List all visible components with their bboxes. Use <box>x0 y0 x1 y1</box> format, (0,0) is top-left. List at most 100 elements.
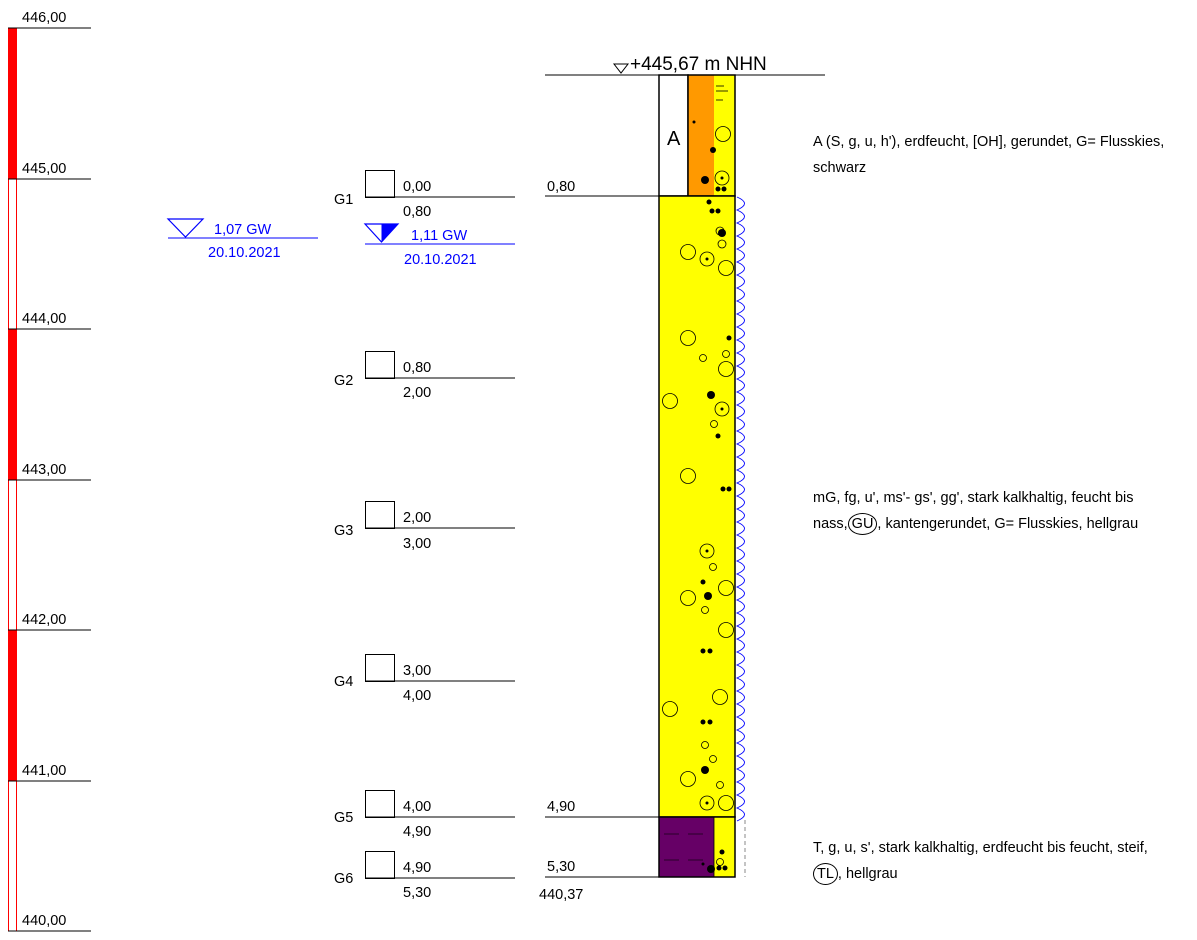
fine-gravel-dot <box>726 486 732 492</box>
coarse-gravel-symbol <box>712 689 728 705</box>
groundwater-marker-right: 1,11 GW 20.10.2021 <box>363 223 515 268</box>
groundwater-marker-left: 1,07 GW 20.10.2021 <box>166 218 318 261</box>
medium-gravel-symbol <box>716 781 724 789</box>
coarse-gravel-symbol <box>718 580 734 596</box>
fine-gravel-dot <box>718 229 726 237</box>
gravel-rounded-dots <box>700 199 732 873</box>
sample-top-depth: 3,00 <box>403 663 431 679</box>
layer-description-text: , kantengerundet, G= Flusskies, hellgrau <box>877 516 1139 532</box>
groundwater-depth-label: 1,07 GW <box>214 222 272 238</box>
medium-gravel-symbol <box>699 354 707 362</box>
sample-top-depth: 0,00 <box>403 179 431 195</box>
layer-a-code-cell <box>658 74 689 197</box>
layer-description-clay: T, g, u, s', stark kalkhaltig, erdfeucht… <box>813 835 1153 887</box>
sample-id: G6 <box>334 871 353 887</box>
rounded-gravel-dot <box>705 549 709 553</box>
scale-label-440: 440,00 <box>22 913 66 929</box>
rounded-gravel-symbol <box>714 401 730 417</box>
gravel-symbols <box>662 226 734 811</box>
fine-gravel-dot <box>707 648 713 654</box>
groundwater-depth-label: 1,11 GW <box>411 228 467 244</box>
fine-gravel-dot <box>715 433 721 439</box>
sample-top-depth: 0,80 <box>403 360 431 376</box>
scale-segment-empty <box>8 178 17 330</box>
scale-label-444: 444,00 <box>22 311 66 327</box>
sample-top-depth: 4,90 <box>403 860 431 876</box>
clay-hatch <box>664 833 703 861</box>
sample-box <box>365 501 395 529</box>
scale-label-445: 445,00 <box>22 161 66 177</box>
sample-bottom-depth: 3,00 <box>403 536 431 552</box>
fine-gravel-dot <box>704 592 712 600</box>
scale-segment-filled <box>8 630 17 781</box>
scale-segment-empty <box>8 479 17 631</box>
layer-clay-outline <box>658 816 736 878</box>
gravel-black-dot <box>715 186 721 192</box>
sample-g5: G5 4,00 4,90 <box>334 790 515 840</box>
fine-gravel-dot <box>726 335 732 341</box>
coarse-gravel-symbol <box>662 701 678 717</box>
layer-a-fill-yellow <box>714 75 735 196</box>
fine-gravel-dot <box>700 719 706 725</box>
fine-gravel-dot <box>706 199 712 205</box>
layer-boundaries: 0,80 4,90 5,30 440,37 <box>539 179 659 903</box>
sample-g4: G4 3,00 4,00 <box>334 654 515 704</box>
sample-id: G4 <box>334 674 353 690</box>
scale-label-442: 442,00 <box>22 612 66 628</box>
medium-gravel-symbol <box>701 741 709 749</box>
sample-box <box>365 790 395 818</box>
scale-segment-filled <box>8 329 17 480</box>
fine-gravel-dot <box>719 849 725 855</box>
sample-bottom-depth: 4,00 <box>403 688 431 704</box>
gravel-black-dot <box>701 176 709 184</box>
fine-gravel-dot <box>700 579 706 585</box>
coarse-gravel-symbol <box>718 361 734 377</box>
sample-top-depth: 2,00 <box>403 510 431 526</box>
sample-bottom-depth: 5,30 <box>403 885 431 901</box>
sample-g3: G3 2,00 3,00 <box>334 501 515 552</box>
fine-gravel-dot <box>701 862 705 866</box>
layer-code-a: A <box>667 128 681 150</box>
coarse-gravel-symbol <box>680 244 696 260</box>
fine-gravel-dot <box>707 865 715 873</box>
coarse-gravel-symbol <box>718 795 734 811</box>
layer-description-text: A (S, g, u, h'), erdfeucht, [OH], gerund… <box>813 134 1165 176</box>
scale-segment-empty <box>8 780 17 932</box>
medium-gravel-symbol <box>709 755 717 763</box>
sample-top-depth: 4,00 <box>403 799 431 815</box>
coarse-gravel-symbol <box>680 330 696 346</box>
sample-bottom-depth: 0,80 <box>403 204 431 220</box>
sample-g2: G2 0,80 2,00 <box>334 351 515 401</box>
top-elevation-label: +445,67 m NHN <box>630 54 767 75</box>
layer-clay-fill-yellow <box>714 817 735 877</box>
rounded-gravel-dot <box>705 257 709 261</box>
fine-gravel-dot <box>707 391 715 399</box>
rounded-gravel-symbol <box>699 543 715 559</box>
sample-bottom-depth: 4,90 <box>403 824 431 840</box>
boundary-depth-label: 5,30 <box>547 859 575 875</box>
boundary-depth-label: 0,80 <box>547 179 575 195</box>
sample-bottom-depth: 2,00 <box>403 385 431 401</box>
groundwater-triangle-open-icon <box>166 218 205 238</box>
scale-label-441: 441,00 <box>22 763 66 779</box>
sample-box <box>365 170 395 198</box>
fine-gravel-dot <box>715 208 721 214</box>
sample-id: G3 <box>334 523 353 539</box>
gravel-black-dot <box>721 186 727 192</box>
layer-description-topsoil: A (S, g, u, h'), erdfeucht, [OH], gerund… <box>813 129 1193 181</box>
boundary-depth-label: 4,90 <box>547 799 575 815</box>
groundwater-date-label: 20.10.2021 <box>404 252 477 268</box>
layer-description-text: mG, fg, u', ms'- gs', gg', stark kalkhal… <box>813 490 1134 532</box>
rounded-gravel-symbol <box>699 795 715 811</box>
layer-a-fill <box>688 75 714 196</box>
gravel-coarse-symbol <box>715 126 731 142</box>
fine-gravel-dot <box>716 865 722 871</box>
fine-gravel-dot <box>709 208 715 214</box>
sample-box <box>365 851 395 879</box>
layer-description-gravel: mG, fg, u', ms'- gs', gg', stark kalkhal… <box>813 485 1153 537</box>
layer-gravel-fill <box>658 195 736 818</box>
medium-gravel-symbol <box>717 239 727 249</box>
gravel-rounded-dot <box>720 176 724 180</box>
coarse-gravel-symbol <box>680 590 696 606</box>
